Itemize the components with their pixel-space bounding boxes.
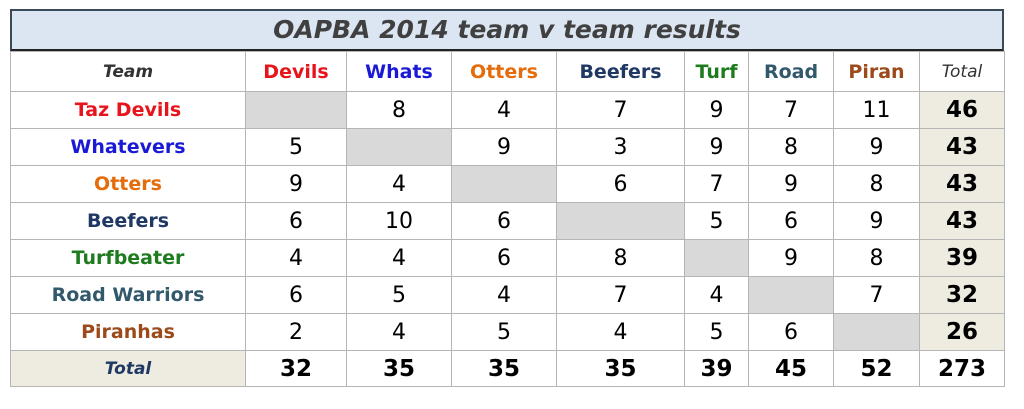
score-cell: 5 <box>346 276 452 314</box>
blank-cell <box>346 128 452 166</box>
score-cell: 5 <box>451 313 557 351</box>
col-header-devils: Devils <box>245 51 347 92</box>
col-header-beefers: Beefers <box>556 51 685 92</box>
table-row: Road Warriors 6 5 4 7 4 7 32 <box>10 276 1005 314</box>
row-total: 43 <box>919 165 1005 203</box>
row-team-name: Turfbeater <box>10 239 246 277</box>
col-header-road: Road <box>748 51 834 92</box>
column-total: 35 <box>451 350 557 387</box>
score-cell: 7 <box>556 91 685 129</box>
row-total: 46 <box>919 91 1005 129</box>
total-column-header: Total <box>919 51 1005 92</box>
blank-cell <box>245 91 347 129</box>
score-cell: 11 <box>833 91 920 129</box>
row-team-name: Otters <box>10 165 246 203</box>
column-total: 35 <box>346 350 452 387</box>
score-cell: 4 <box>451 276 557 314</box>
blank-cell <box>451 165 557 203</box>
score-cell: 8 <box>833 165 920 203</box>
score-cell: 9 <box>684 128 749 166</box>
score-cell: 6 <box>245 202 347 240</box>
score-cell: 4 <box>346 165 452 203</box>
table-title: OAPBA 2014 team v team results <box>10 9 1004 51</box>
grand-total: 273 <box>919 350 1005 387</box>
column-total: 45 <box>748 350 834 387</box>
score-cell: 6 <box>556 165 685 203</box>
column-total: 35 <box>556 350 685 387</box>
score-cell: 4 <box>245 239 347 277</box>
row-team-name: Beefers <box>10 202 246 240</box>
score-cell: 2 <box>245 313 347 351</box>
score-cell: 6 <box>451 239 557 277</box>
score-cell: 4 <box>346 239 452 277</box>
row-total: 32 <box>919 276 1005 314</box>
score-cell: 9 <box>684 91 749 129</box>
table-row: Turfbeater 4 4 6 8 9 8 39 <box>10 239 1005 277</box>
totals-row: Total 32 35 35 35 39 45 52 273 <box>10 350 1005 387</box>
score-cell: 9 <box>833 128 920 166</box>
row-team-name: Taz Devils <box>10 91 246 129</box>
score-cell: 8 <box>346 91 452 129</box>
row-total: 43 <box>919 202 1005 240</box>
col-header-piran: Piran <box>833 51 920 92</box>
score-cell: 5 <box>684 313 749 351</box>
blank-cell <box>748 276 834 314</box>
score-cell: 4 <box>684 276 749 314</box>
table-row: Taz Devils 8 4 7 9 7 11 46 <box>10 91 1005 129</box>
row-total: 39 <box>919 239 1005 277</box>
score-cell: 9 <box>833 202 920 240</box>
score-cell: 9 <box>451 128 557 166</box>
column-total: 32 <box>245 350 347 387</box>
col-header-whats: Whats <box>346 51 452 92</box>
score-cell: 9 <box>245 165 347 203</box>
totals-row-label: Total <box>10 350 246 387</box>
score-cell: 6 <box>748 202 834 240</box>
score-cell: 6 <box>748 313 834 351</box>
score-cell: 8 <box>833 239 920 277</box>
score-cell: 4 <box>346 313 452 351</box>
column-total: 39 <box>684 350 749 387</box>
column-total: 52 <box>833 350 920 387</box>
blank-cell <box>833 313 920 351</box>
row-team-name: Road Warriors <box>10 276 246 314</box>
row-team-name: Piranhas <box>10 313 246 351</box>
row-total: 26 <box>919 313 1005 351</box>
score-cell: 3 <box>556 128 685 166</box>
score-cell: 4 <box>451 91 557 129</box>
score-cell: 8 <box>556 239 685 277</box>
row-team-name: Whatevers <box>10 128 246 166</box>
score-cell: 6 <box>451 202 557 240</box>
blank-cell <box>684 239 749 277</box>
col-header-turf: Turf <box>684 51 749 92</box>
score-cell: 9 <box>748 165 834 203</box>
score-cell: 7 <box>556 276 685 314</box>
score-cell: 8 <box>748 128 834 166</box>
table-row: Piranhas 2 4 5 4 5 6 26 <box>10 313 1005 351</box>
score-cell: 7 <box>748 91 834 129</box>
score-cell: 7 <box>684 165 749 203</box>
header-row: Team Devils Whats Otters Beefers Turf Ro… <box>10 51 1005 92</box>
results-table: Team Devils Whats Otters Beefers Turf Ro… <box>10 51 1005 387</box>
table-row: Whatevers 5 9 3 9 8 9 43 <box>10 128 1005 166</box>
score-cell: 7 <box>833 276 920 314</box>
blank-cell <box>556 202 685 240</box>
results-table-container: OAPBA 2014 team v team results Team Devi… <box>10 9 1005 387</box>
score-cell: 6 <box>245 276 347 314</box>
team-column-header: Team <box>10 51 246 92</box>
table-row: Beefers 6 10 6 5 6 9 43 <box>10 202 1005 240</box>
row-total: 43 <box>919 128 1005 166</box>
score-cell: 4 <box>556 313 685 351</box>
table-row: Otters 9 4 6 7 9 8 43 <box>10 165 1005 203</box>
score-cell: 10 <box>346 202 452 240</box>
col-header-otters: Otters <box>451 51 557 92</box>
score-cell: 5 <box>684 202 749 240</box>
score-cell: 5 <box>245 128 347 166</box>
score-cell: 9 <box>748 239 834 277</box>
